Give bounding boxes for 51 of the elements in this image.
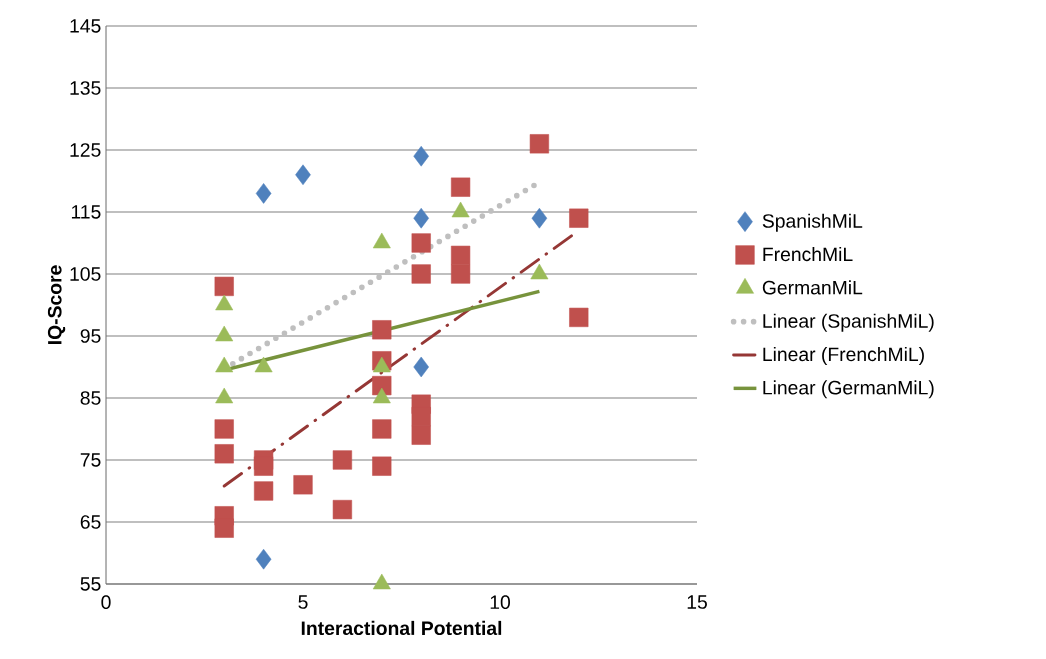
point bbox=[214, 444, 234, 464]
legend-label: Linear (GermanMiL) bbox=[763, 380, 934, 399]
point bbox=[372, 419, 392, 439]
point bbox=[214, 518, 234, 538]
y-tick-label: 105 bbox=[70, 267, 101, 281]
point bbox=[214, 276, 234, 296]
y-tick-label: 115 bbox=[71, 205, 101, 219]
point bbox=[372, 320, 392, 340]
x-tick-label: 10 bbox=[490, 595, 510, 610]
x-tick-label: 15 bbox=[687, 595, 707, 609]
point bbox=[255, 183, 272, 204]
point bbox=[451, 245, 471, 265]
legend-label: GermanMiL bbox=[762, 280, 863, 295]
legend-label: Linear (SpanishMiL) bbox=[763, 313, 934, 332]
y-tick-label: 145 bbox=[70, 19, 101, 33]
y-tick-label: 85 bbox=[80, 391, 101, 405]
point bbox=[569, 307, 589, 327]
point bbox=[411, 233, 431, 253]
point bbox=[411, 264, 431, 284]
x-axis-title: Interactional Potential bbox=[301, 620, 502, 636]
point bbox=[332, 450, 353, 470]
point bbox=[293, 475, 313, 495]
y-tick-label: 135 bbox=[70, 81, 101, 95]
point bbox=[332, 499, 353, 520]
y-axis-title: IQ-Score bbox=[47, 265, 66, 344]
point bbox=[254, 481, 274, 501]
point bbox=[531, 207, 548, 229]
y-tick-label: 95 bbox=[80, 329, 101, 343]
point bbox=[372, 456, 392, 476]
y-tick-label: 65 bbox=[80, 515, 101, 529]
x-tick-label: 5 bbox=[298, 595, 308, 609]
point bbox=[295, 164, 311, 186]
point bbox=[413, 356, 429, 378]
legend-label: SpanishMiL bbox=[762, 213, 863, 232]
y-tick-label: 125 bbox=[70, 143, 101, 157]
point bbox=[254, 456, 274, 476]
point bbox=[451, 264, 471, 284]
legend-label: FrenchMiL bbox=[763, 246, 853, 262]
legend-label: Linear (FrenchMiL) bbox=[763, 347, 924, 366]
point bbox=[569, 208, 589, 228]
point bbox=[451, 177, 471, 197]
point bbox=[413, 145, 429, 167]
point bbox=[255, 548, 272, 570]
point bbox=[411, 406, 431, 427]
point bbox=[214, 419, 234, 439]
point bbox=[529, 134, 550, 154]
point bbox=[413, 207, 429, 229]
point bbox=[411, 425, 431, 445]
y-tick-label: 55 bbox=[80, 577, 101, 591]
y-tick-label: 75 bbox=[80, 453, 101, 467]
x-tick-label: 0 bbox=[101, 595, 111, 610]
